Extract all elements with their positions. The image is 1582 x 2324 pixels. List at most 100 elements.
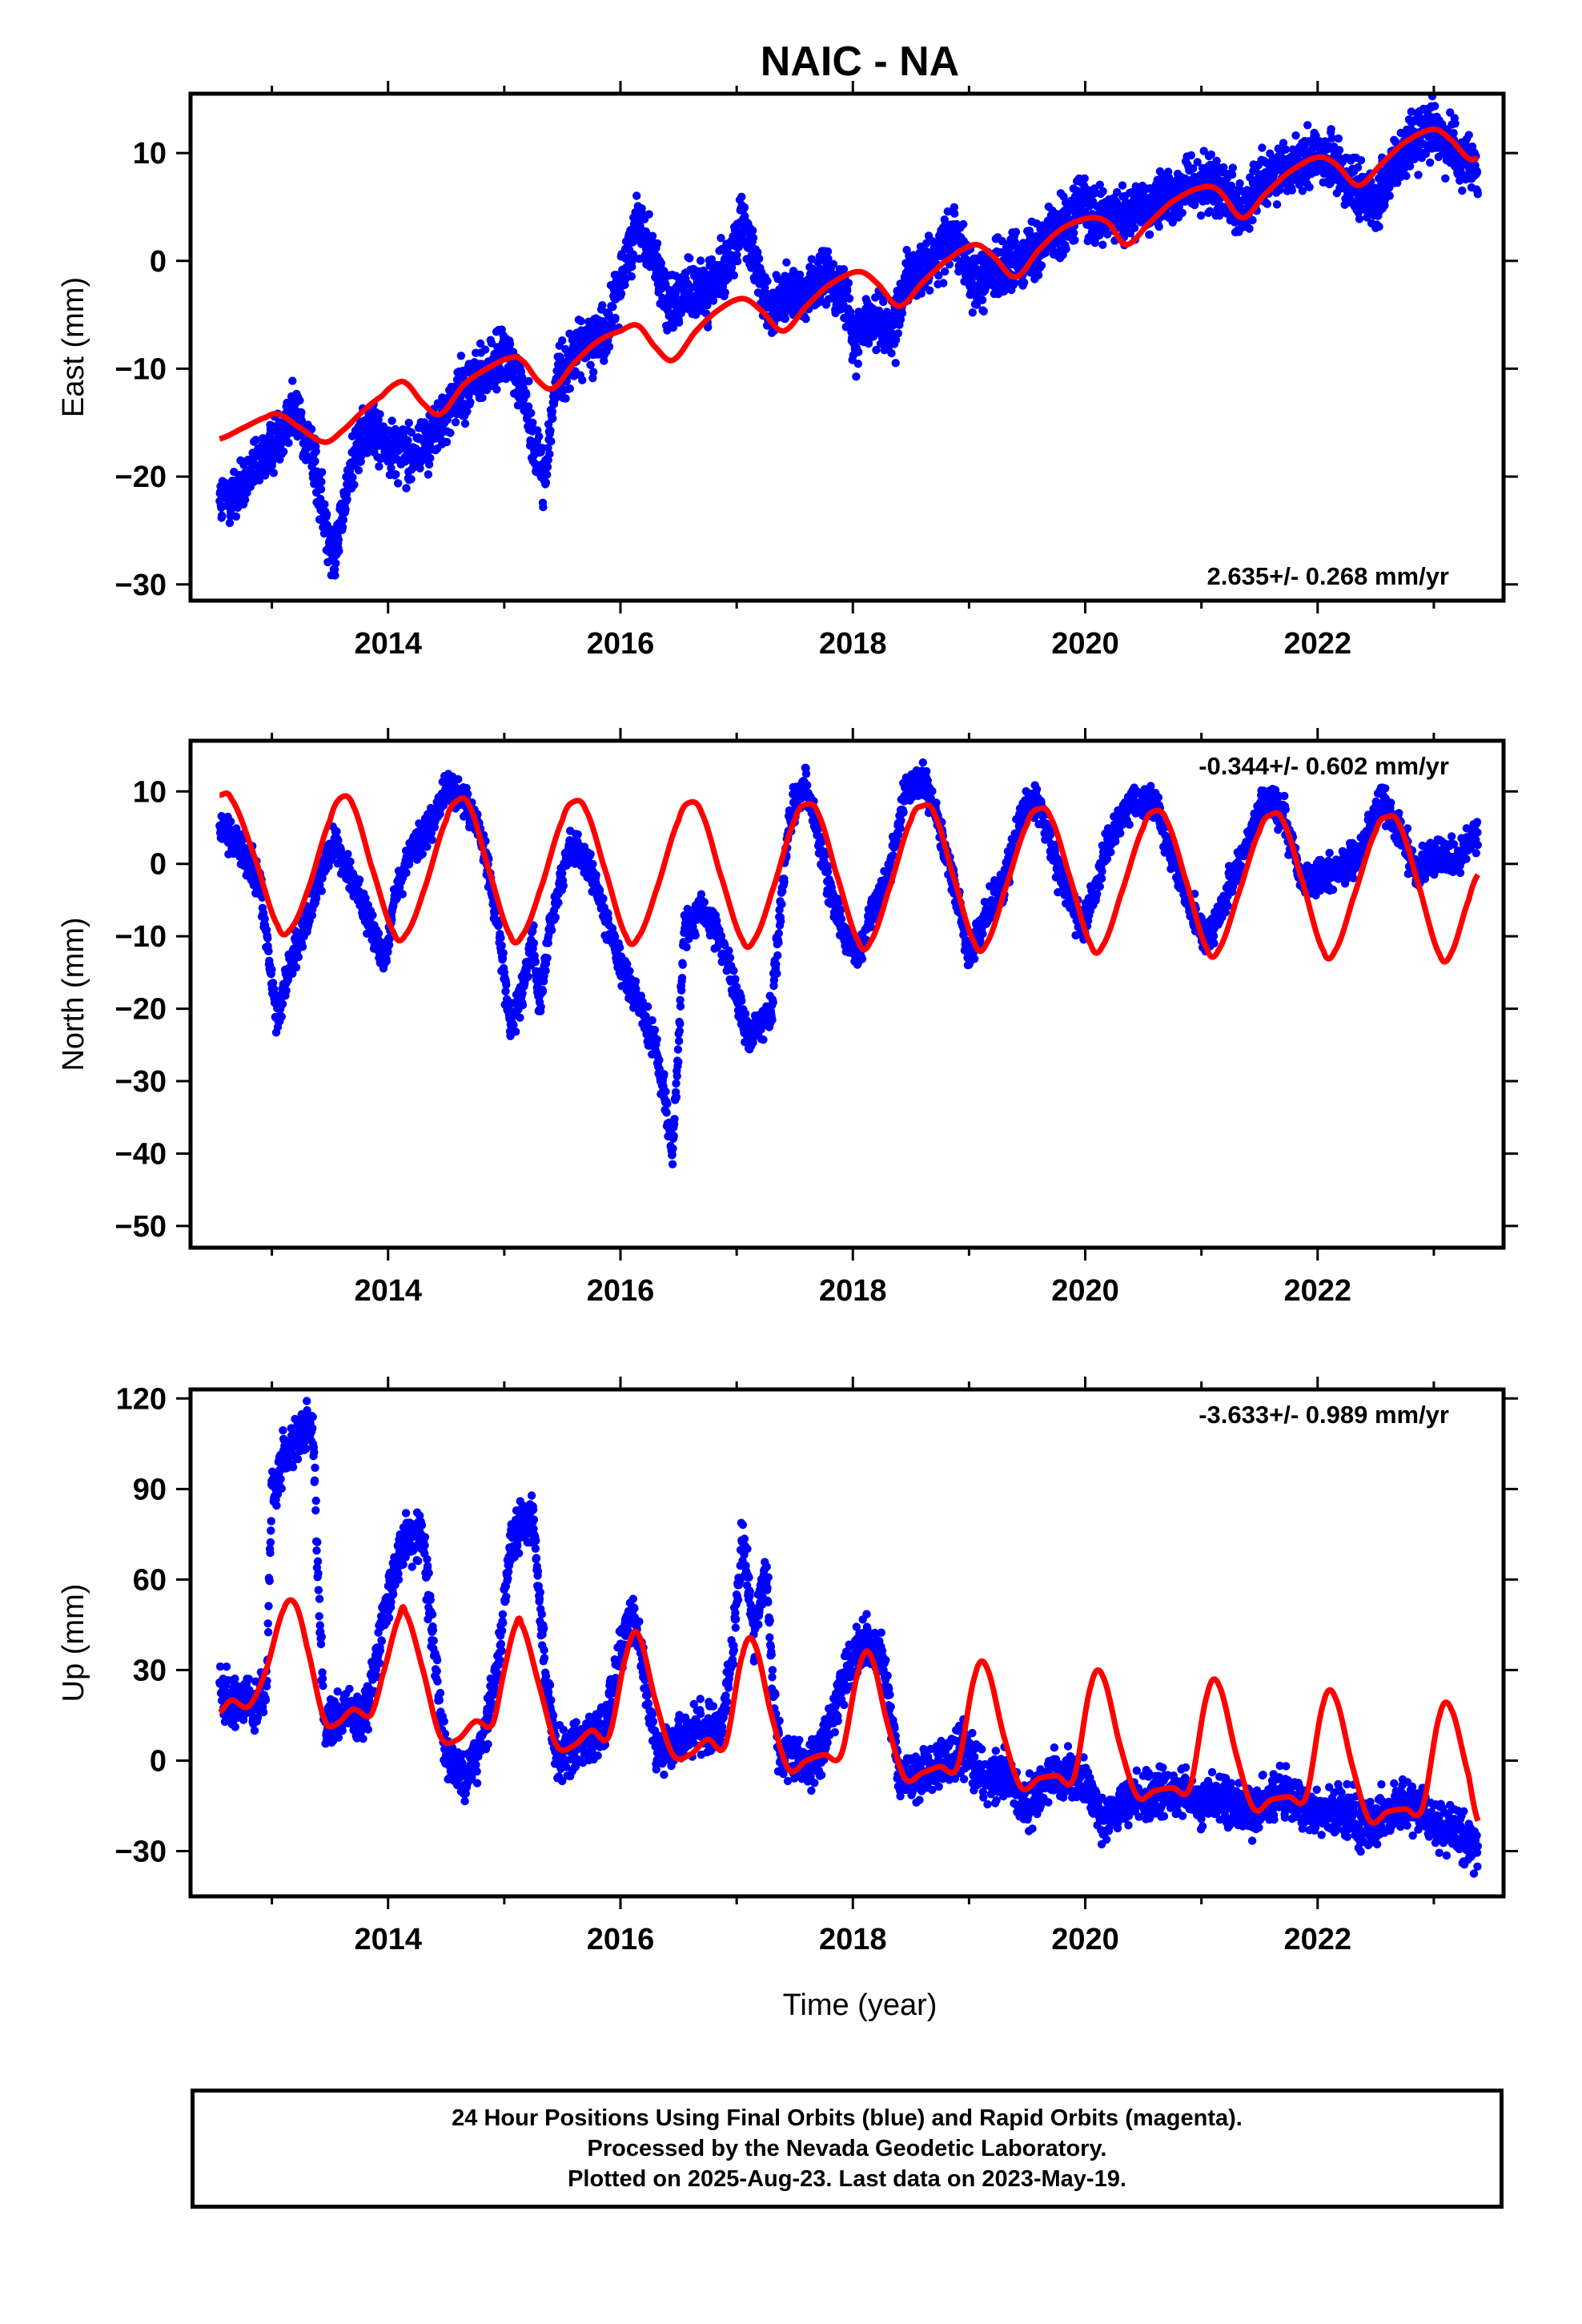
data-point	[1070, 235, 1079, 245]
data-point	[1098, 187, 1107, 196]
data-point	[382, 957, 391, 966]
data-point	[316, 485, 326, 494]
data-point	[404, 418, 413, 428]
data-point	[1431, 102, 1439, 111]
data-point	[317, 477, 326, 486]
data-point	[331, 571, 339, 580]
data-point	[502, 980, 511, 990]
data-point	[548, 414, 557, 423]
plot-area	[215, 758, 1483, 1169]
data-point	[451, 418, 460, 427]
data-point	[1441, 174, 1450, 183]
data-point	[561, 394, 570, 403]
data-point	[589, 368, 598, 376]
data-point	[608, 303, 617, 312]
data-point	[496, 933, 505, 943]
data-point	[1334, 134, 1343, 143]
data-point	[546, 426, 555, 435]
data-point	[428, 835, 436, 845]
data-point	[539, 503, 548, 512]
data-point	[387, 464, 396, 472]
data-point	[740, 203, 749, 212]
data-point	[544, 939, 552, 947]
data-point	[398, 890, 407, 899]
data-point	[1207, 150, 1216, 159]
data-point	[737, 192, 746, 201]
data-point	[696, 256, 705, 265]
data-point	[1034, 271, 1043, 279]
data-point	[460, 419, 470, 428]
data-point	[284, 438, 293, 448]
data-point	[1281, 145, 1291, 154]
data-point	[565, 329, 574, 338]
data-point	[707, 255, 717, 264]
data-point	[323, 510, 331, 519]
data-point	[616, 289, 626, 298]
data-point	[598, 301, 607, 310]
data-point	[279, 447, 288, 456]
north-panel: 2014 2016 2018 2020 2022−50−40−30−20−10010No…	[57, 728, 1518, 1308]
data-point	[941, 267, 950, 276]
y-tick-label: 0	[150, 245, 167, 279]
data-point	[524, 402, 533, 411]
data-point	[1263, 199, 1272, 208]
data-point	[717, 234, 725, 243]
data-point	[518, 1000, 528, 1010]
chart-title: NAIC - NA	[761, 38, 959, 85]
data-point	[1353, 163, 1363, 172]
data-point	[1327, 125, 1335, 134]
data-point	[278, 999, 287, 1009]
data-point	[277, 1012, 286, 1021]
data-point	[263, 934, 272, 943]
data-point	[267, 965, 276, 974]
data-point	[733, 257, 742, 266]
data-point	[402, 868, 411, 878]
y-axis-label: East (mm)	[57, 277, 90, 417]
data-point	[264, 947, 273, 955]
data-point	[1245, 224, 1254, 233]
data-point	[231, 512, 241, 521]
data-point	[541, 478, 551, 487]
data-point	[844, 279, 853, 287]
data-point	[227, 817, 235, 826]
data-point	[709, 296, 718, 305]
data-point	[1154, 222, 1163, 231]
data-point	[476, 339, 485, 348]
data-point	[295, 396, 304, 405]
data-point	[801, 315, 810, 324]
data-point	[297, 408, 306, 417]
data-point	[852, 372, 861, 381]
data-point	[586, 360, 595, 369]
data-point	[424, 470, 433, 479]
data-point	[893, 329, 903, 338]
data-point	[1196, 211, 1206, 220]
data-point	[416, 464, 424, 472]
x-tick-label: 2016	[587, 627, 655, 661]
data-point	[332, 827, 341, 836]
data-point	[487, 339, 496, 348]
data-point	[1227, 183, 1236, 191]
data-point	[543, 462, 552, 472]
data-point	[331, 559, 340, 568]
data-point	[1303, 121, 1312, 130]
data-point	[454, 774, 463, 784]
data-point	[374, 929, 383, 938]
data-point	[576, 316, 585, 326]
data-point	[1118, 181, 1127, 190]
data-point	[426, 453, 435, 463]
data-point	[854, 348, 863, 356]
data-point	[527, 408, 536, 417]
data-point	[522, 390, 531, 400]
data-point	[335, 547, 343, 556]
data-point	[269, 468, 278, 477]
data-point	[781, 314, 789, 324]
data-point	[298, 943, 307, 951]
data-point	[348, 472, 357, 482]
y-tick-label: 10	[133, 137, 167, 171]
data-point	[735, 241, 744, 250]
y-tick-label: −30	[115, 569, 167, 602]
data-point	[968, 308, 978, 317]
data-point	[565, 384, 574, 393]
data-point	[424, 460, 434, 469]
data-point	[733, 251, 741, 259]
